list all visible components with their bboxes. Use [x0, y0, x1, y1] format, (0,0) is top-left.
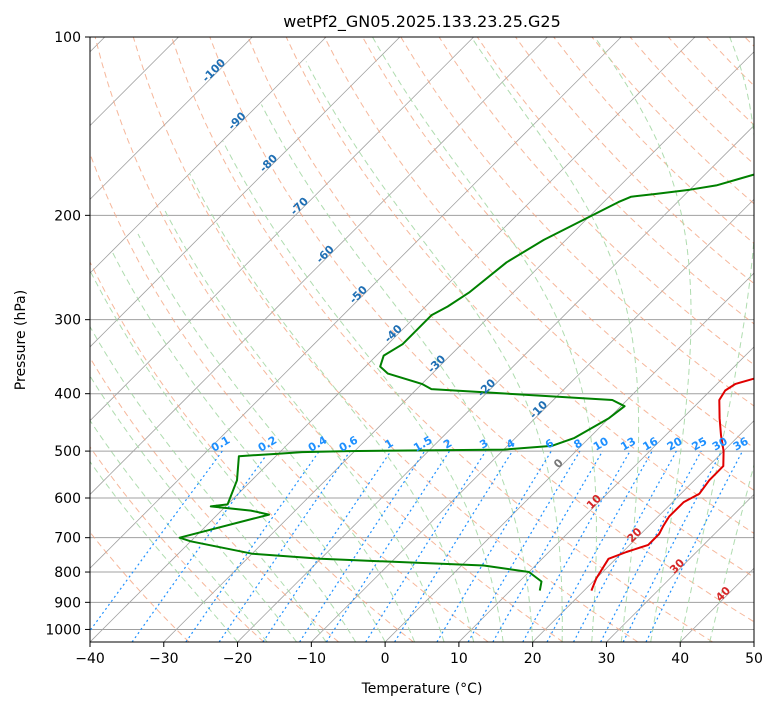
sounding-lines — [178, 173, 754, 591]
chart-title: wetPf2_GN05.2025.133.23.25.G25 — [283, 12, 561, 32]
mixing-ratio-line — [467, 450, 581, 642]
dry-adiabat-line — [323, 37, 754, 491]
moist-adiabat-line — [709, 462, 754, 642]
y-tick-label: 800 — [54, 565, 81, 581]
isotherm-line — [606, 493, 754, 642]
x-tick-label: 30 — [598, 651, 616, 667]
y-tick-label: 900 — [54, 595, 81, 611]
y-tick-label: 300 — [54, 313, 81, 329]
y-tick-label: 400 — [54, 387, 81, 403]
x-tick-label: 10 — [450, 651, 468, 667]
dry-adiabat-line — [94, 37, 564, 642]
mixing-ratio-line — [572, 450, 677, 642]
dry-adiabat-line — [285, 37, 754, 535]
isotherm-line — [458, 346, 754, 642]
moist-adiabat-line — [90, 272, 357, 642]
mixing-ratio-line — [436, 450, 552, 642]
y-axis-label: Pressure (hPa) — [13, 290, 29, 390]
dry-adiabat-line — [132, 37, 639, 642]
y-tick-label: 600 — [54, 491, 81, 507]
dry-adiabat-line — [171, 37, 713, 642]
mixing-ratio-line — [325, 450, 450, 642]
mixing-ratio-line — [90, 450, 223, 632]
mixing-ratio-line — [645, 450, 744, 642]
isotherm-line — [90, 37, 696, 642]
moist-adiabat-line — [305, 61, 563, 642]
x-tick-label: 20 — [524, 651, 542, 667]
x-tick-label: −40 — [75, 651, 105, 667]
moist-adiabat-line — [679, 37, 754, 642]
moist-adiabat-line — [90, 325, 327, 642]
y-tick-label: 700 — [54, 531, 81, 547]
dry-adiabat-line — [438, 37, 754, 366]
x-axis-label: Temperature (°C) — [361, 681, 483, 697]
isotherm-line — [90, 37, 548, 496]
x-tick-label: 50 — [745, 651, 763, 667]
moist-adiabat-line — [90, 374, 298, 642]
moist-adiabat-line — [90, 419, 268, 642]
y-tick-label: 500 — [54, 444, 81, 460]
moist-adiabat-line — [189, 173, 475, 642]
dry-adiabat-line — [90, 446, 265, 642]
y-tick-label: 100 — [54, 30, 81, 46]
moist-adiabat-line — [594, 37, 692, 642]
moist-adiabat-line — [163, 208, 445, 642]
isotherm-line — [679, 567, 754, 642]
temperature-line — [590, 377, 754, 591]
moist-adiabat-line — [90, 460, 238, 642]
isotherm-line — [90, 37, 401, 348]
dry-adiabat-line — [209, 37, 754, 623]
mixing-ratio-line — [185, 450, 320, 642]
moist-adiabat-line — [372, 37, 597, 642]
dry-adiabat-line — [247, 37, 754, 578]
plot-frame — [89, 36, 755, 643]
isotherm-line — [90, 37, 622, 569]
x-tick-label: −20 — [223, 651, 253, 667]
mixing-ratio-line — [522, 450, 631, 642]
mixing-ratio-line — [600, 450, 702, 642]
moist-adiabat-line — [111, 251, 386, 642]
dry-adiabat-line — [515, 37, 754, 285]
y-tick-label: 1000 — [45, 622, 81, 638]
x-tick-label: 0 — [381, 651, 390, 667]
dry-adiabat-line — [476, 37, 754, 325]
grid-layer — [90, 37, 754, 642]
x-tick-label: 40 — [671, 651, 689, 667]
x-tick-label: −30 — [149, 651, 179, 667]
dewpoint-line — [178, 173, 754, 591]
isotherm-line — [384, 272, 754, 642]
axis-ticks: −40 −30 −20 −10 0 10 20 30 40 50 100 200 300 400 500 60… — [45, 30, 763, 667]
mixing-ratio-line — [365, 450, 487, 642]
moist-adiabat-line — [137, 233, 416, 642]
moist-adiabat-line — [222, 141, 504, 642]
mixing-ratio-line — [131, 450, 270, 642]
isotherm-line — [237, 124, 754, 642]
moist-adiabat-line — [470, 37, 640, 642]
y-tick-label: 200 — [54, 208, 81, 224]
x-tick-label: −10 — [297, 651, 327, 667]
mixing-ratio-line — [299, 450, 426, 642]
isotherm-line — [90, 37, 474, 422]
dry-adiabat-line — [90, 260, 414, 642]
moist-adiabat-line — [260, 104, 534, 642]
mixing-ratio-line — [492, 450, 604, 642]
mixing-ratio-line — [546, 450, 653, 642]
